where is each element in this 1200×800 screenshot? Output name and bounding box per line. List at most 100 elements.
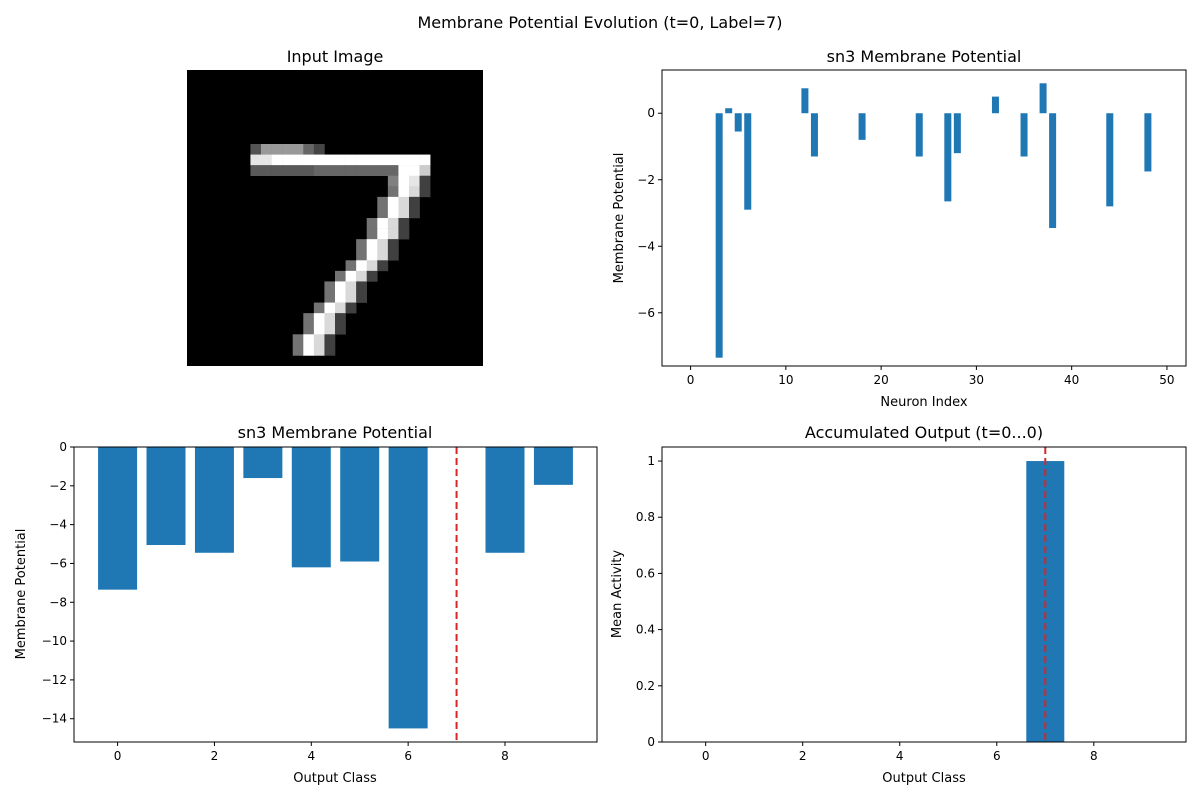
pixel <box>409 175 420 187</box>
x-tick-label-50: 50 <box>1159 373 1174 387</box>
pixel <box>356 249 368 261</box>
pixel <box>356 165 368 177</box>
pixel <box>292 344 304 356</box>
pixel <box>377 260 389 272</box>
pixel <box>303 165 315 177</box>
pixel <box>409 196 420 208</box>
pixel <box>271 165 283 177</box>
pixel <box>366 228 378 240</box>
panel-sn3-output-classes: sn3 Membrane Potential Output Class Memb… <box>14 423 598 786</box>
x-tick-label-40: 40 <box>1064 373 1079 387</box>
bar-38 <box>1049 113 1057 228</box>
pixel <box>345 165 357 177</box>
x-tick-label-20: 20 <box>873 373 888 387</box>
pixel <box>313 313 325 325</box>
bar-3 <box>715 113 723 358</box>
pixel <box>398 175 410 187</box>
x-tick-label-8: 8 <box>1090 749 1098 763</box>
pixel <box>303 334 315 346</box>
pixel <box>419 175 431 187</box>
pixel <box>261 165 272 177</box>
pixel <box>271 144 283 155</box>
bar-3 <box>243 447 283 479</box>
digit-image <box>187 70 483 366</box>
pixel <box>387 249 399 261</box>
pixel <box>313 302 325 314</box>
y-tick-label-0.2: 0.2 <box>636 679 655 693</box>
pixel <box>387 196 399 208</box>
x-tick-label-4: 4 <box>896 749 904 763</box>
panel3-xlabel: Output Class <box>882 771 966 786</box>
y-tick-label--10: −10 <box>42 634 67 648</box>
x-tick-label-6: 6 <box>404 749 412 763</box>
pixel <box>303 154 315 166</box>
panel-sn3-neurons: sn3 Membrane Potential Neuron Index Memb… <box>612 47 1187 410</box>
pixel <box>282 144 294 155</box>
pixel <box>356 154 368 166</box>
x-tick-label-0: 0 <box>702 749 710 763</box>
bar-6 <box>388 447 428 729</box>
y-tick-label--6: −6 <box>637 306 655 320</box>
pixel <box>250 154 262 166</box>
bar-4 <box>291 447 331 568</box>
pixel <box>387 154 399 166</box>
bar-2 <box>194 447 234 553</box>
pixel <box>324 313 336 325</box>
panel1-xlabel: Neuron Index <box>880 395 967 410</box>
pixel <box>366 239 378 251</box>
panel1-ylabel: Membrane Potential <box>612 153 627 284</box>
pixel <box>366 270 378 282</box>
pixel <box>335 292 346 303</box>
bar-8 <box>485 447 525 553</box>
bar-9 <box>533 447 573 485</box>
panel-input-image: Input Image <box>187 47 483 366</box>
pixel <box>398 186 410 198</box>
pixel <box>387 239 399 251</box>
pixel <box>335 302 346 314</box>
x-tick-label-8: 8 <box>501 749 509 763</box>
pixel <box>345 154 357 166</box>
pixel <box>271 154 283 166</box>
x-tick-label-30: 30 <box>969 373 984 387</box>
pixel <box>366 154 378 166</box>
pixel <box>387 186 399 198</box>
pixel <box>292 334 304 346</box>
pixel <box>292 165 304 177</box>
bar-44 <box>1106 113 1114 207</box>
y-tick-label-0.4: 0.4 <box>636 623 655 637</box>
x-tick-label-6: 6 <box>993 749 1001 763</box>
pixel <box>387 175 399 187</box>
pixel <box>345 292 357 303</box>
panel2-title: sn3 Membrane Potential <box>238 423 433 442</box>
pixel <box>398 228 410 240</box>
pixel <box>387 207 399 219</box>
pixel <box>356 260 368 272</box>
pixel <box>303 344 315 356</box>
pixel <box>261 154 272 166</box>
pixel <box>324 302 336 314</box>
pixel <box>324 323 336 335</box>
pixel <box>419 165 431 177</box>
pixel <box>324 165 336 177</box>
panel2-ylabel: Membrane Potential <box>14 529 29 660</box>
pixel <box>409 207 420 219</box>
pixel <box>398 154 410 166</box>
pixel <box>409 165 420 177</box>
y-tick-label-0.6: 0.6 <box>636 566 655 580</box>
pixel <box>324 154 336 166</box>
pixel <box>345 260 357 272</box>
pixel <box>324 344 336 356</box>
pixel <box>419 186 431 198</box>
pixel <box>313 154 325 166</box>
y-tick-label-0: 0 <box>647 735 655 749</box>
bar-27 <box>944 113 952 202</box>
pixel <box>282 154 294 166</box>
plot-frame <box>73 446 598 743</box>
x-tick-label-10: 10 <box>778 373 793 387</box>
bar-32 <box>991 96 999 114</box>
x-tick-label-4: 4 <box>307 749 315 763</box>
pixel <box>335 154 346 166</box>
pixel <box>366 249 378 261</box>
pixel <box>250 144 262 155</box>
